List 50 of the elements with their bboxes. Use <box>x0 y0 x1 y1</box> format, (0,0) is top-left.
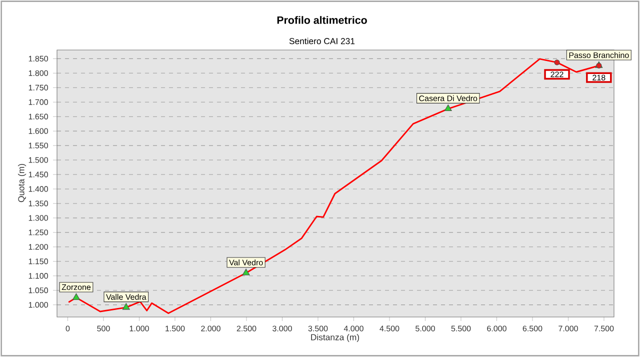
y-tick-label: 1.550 <box>28 142 48 148</box>
y-tick-label: 1.500 <box>28 157 48 163</box>
point <box>444 104 452 112</box>
annotation: Casera Di Vedro <box>419 95 478 102</box>
y-tick-label: 1.000 <box>28 302 48 308</box>
x-tick-label: 2.500 <box>236 326 256 332</box>
y-axis-title: Quota (m) <box>18 164 26 202</box>
x-tick-label: 7.000 <box>558 326 578 332</box>
annotation: 218 <box>592 74 606 80</box>
y-tick-label: 1.150 <box>28 258 48 264</box>
y-tick-label: 1.650 <box>28 114 48 120</box>
y-tick-label: 1.700 <box>28 99 48 105</box>
x-tick-label: 7.500 <box>594 326 614 332</box>
x-tick-label: 500 <box>97 326 110 332</box>
x-tick-label: 6.000 <box>487 326 506 332</box>
x-axis-title: Distanza (m) <box>311 334 360 342</box>
chart-subtitle: Sentiero CAI 231 <box>289 38 355 44</box>
annotation: 222 <box>550 72 564 78</box>
point <box>554 60 560 66</box>
x-tick-label: 1.500 <box>166 326 185 332</box>
y-tick-label: 1.850 <box>28 56 48 62</box>
annotation: Zorzone <box>62 284 91 290</box>
y-tick-label: 1.350 <box>28 200 48 206</box>
x-tick-label: 2.000 <box>201 326 220 332</box>
y-tick-label: 1.800 <box>28 70 48 76</box>
point <box>122 303 130 310</box>
annotation: Val Vedro <box>229 259 263 266</box>
y-tick-label: 1.750 <box>28 84 48 90</box>
x-tick-label: 4.500 <box>380 326 400 332</box>
annotation: Valle Vedra <box>106 294 146 300</box>
y-tick-label: 1.200 <box>28 244 48 250</box>
annotation: Passo Branchino <box>569 52 629 58</box>
x-tick-label: 0 <box>66 326 70 332</box>
y-tick-label: 1.400 <box>28 186 48 192</box>
x-tick-label: 6.500 <box>522 326 542 332</box>
x-tick-label: 1.000 <box>130 326 149 332</box>
chart-title: Profilo altimetrico <box>277 16 367 24</box>
y-tick-label: 1.450 <box>28 172 48 178</box>
y-tick-label: 1.050 <box>28 288 48 294</box>
y-tick-label: 1.300 <box>28 215 48 221</box>
y-tick-label: 1.600 <box>28 128 48 134</box>
y-tick-label: 1.100 <box>28 273 48 279</box>
y-tick-label: 1.250 <box>28 230 48 236</box>
x-tick-label: 3.500 <box>308 326 328 332</box>
x-tick-label: 5.000 <box>416 326 435 332</box>
point <box>72 293 80 300</box>
point <box>242 268 250 276</box>
x-tick-label: 3.000 <box>272 326 292 332</box>
x-tick-label: 4.000 <box>344 326 364 332</box>
x-tick-label: 5.500 <box>451 326 471 332</box>
